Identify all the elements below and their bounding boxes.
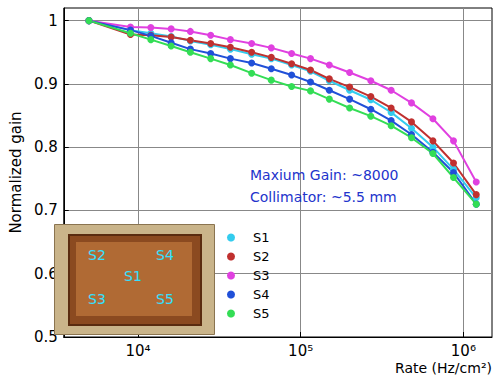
svg-text:0.8: 0.8 <box>34 138 58 156</box>
svg-text:S1: S1 <box>253 230 270 245</box>
svg-text:0.6: 0.6 <box>33 264 58 283</box>
svg-text:S4: S4 <box>156 247 174 263</box>
svg-text:Normalized gain: Normalized gain <box>7 111 25 233</box>
svg-text:S3: S3 <box>88 291 106 307</box>
svg-text:S5: S5 <box>253 306 270 321</box>
svg-text:10⁵: 10⁵ <box>288 342 313 360</box>
svg-text:1: 1 <box>48 12 58 30</box>
svg-text:S4: S4 <box>253 287 270 302</box>
svg-text:Maxium Gain: ~8000: Maxium Gain: ~8000 <box>250 167 399 183</box>
svg-text:0.5: 0.5 <box>33 328 58 346</box>
svg-text:S2: S2 <box>253 249 270 264</box>
svg-text:S1: S1 <box>124 268 142 284</box>
svg-text:0.7: 0.7 <box>34 201 58 219</box>
svg-text:10⁴: 10⁴ <box>125 342 150 360</box>
svg-text:S2: S2 <box>88 247 106 263</box>
svg-text:Rate (Hz/cm²): Rate (Hz/cm²) <box>395 360 492 376</box>
svg-text:S5: S5 <box>156 291 174 307</box>
svg-text:Collimator: ~5.5 mm: Collimator: ~5.5 mm <box>250 189 397 205</box>
svg-text:S3: S3 <box>253 268 270 283</box>
svg-text:10⁶: 10⁶ <box>451 342 476 360</box>
svg-text:0.9: 0.9 <box>34 75 58 93</box>
